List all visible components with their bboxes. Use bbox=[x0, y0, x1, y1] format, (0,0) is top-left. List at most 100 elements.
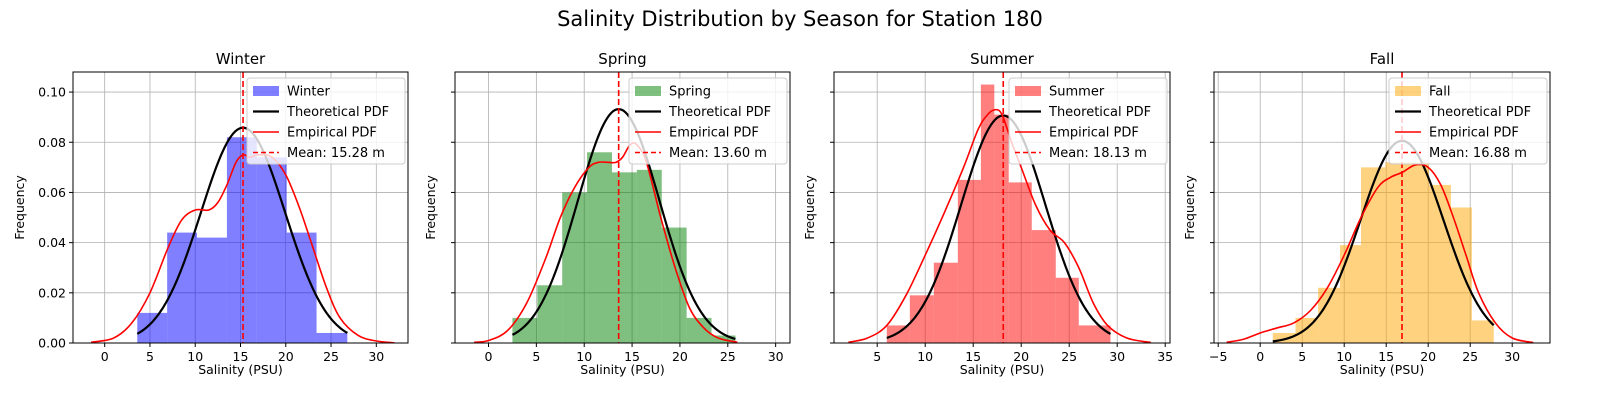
histogram-bar bbox=[636, 169, 662, 343]
x-axis-label: Salinity (PSU) bbox=[198, 362, 283, 377]
axes-frame bbox=[833, 71, 1171, 344]
legend-label: Mean: 13.60 m bbox=[669, 146, 767, 161]
legend-label: Mean: 18.13 m bbox=[1049, 146, 1147, 161]
x-tick-label: 5 bbox=[873, 349, 881, 364]
plot-area bbox=[474, 72, 738, 343]
histogram-bar bbox=[1450, 207, 1472, 343]
legend-label: Theoretical PDF bbox=[1048, 105, 1151, 120]
x-tick-label: 15 bbox=[1378, 349, 1394, 364]
x-tick-label: 25 bbox=[323, 349, 339, 364]
x-tick-label: 20 bbox=[672, 349, 688, 364]
histogram-bar bbox=[1008, 182, 1032, 343]
legend-label: Empirical PDF bbox=[1049, 126, 1139, 141]
histogram-bar bbox=[1361, 167, 1386, 343]
legend-label: Theoretical PDF bbox=[286, 105, 389, 120]
x-tick-label: 25 bbox=[1061, 349, 1077, 364]
legend: Spring Theoretical PDF Empirical PDF Mean: … bbox=[628, 77, 788, 165]
plot-area bbox=[1226, 72, 1534, 343]
y-tick-label: 0.08 bbox=[38, 135, 66, 150]
x-tick-label: 20 bbox=[1420, 349, 1436, 364]
legend-label: Winter bbox=[287, 85, 331, 100]
legend-box bbox=[246, 77, 406, 165]
x-tick-label: 10 bbox=[576, 349, 592, 364]
histogram-bar bbox=[1272, 332, 1296, 343]
legend-label: Empirical PDF bbox=[1429, 126, 1519, 141]
x-tick-label: −5 bbox=[1209, 349, 1227, 364]
legend-label: Mean: 15.28 m bbox=[287, 146, 385, 161]
x-tick-label: 15 bbox=[624, 349, 640, 364]
empirical-pdf-line bbox=[1226, 163, 1534, 343]
histogram-bar bbox=[167, 232, 198, 343]
axes-frame bbox=[454, 71, 791, 344]
x-tick-label: 0 bbox=[485, 349, 493, 364]
y-axis-label: Frequency bbox=[1182, 175, 1197, 240]
subplot-summer: 5 10 15 20 25 30 35 Summer Salinity (PSU) Frequen… bbox=[802, 50, 1173, 377]
empirical-pdf-line bbox=[474, 142, 738, 343]
histogram-bar bbox=[512, 317, 538, 343]
x-tick-label: 25 bbox=[720, 349, 736, 364]
histogram-bar bbox=[661, 227, 687, 343]
y-tick-label: 0.02 bbox=[38, 285, 66, 300]
histogram-bar bbox=[316, 332, 348, 343]
x-tick-label: 10 bbox=[917, 349, 933, 364]
histogram-bar bbox=[256, 157, 287, 343]
histogram-bar bbox=[1407, 162, 1430, 343]
x-tick-label: 25 bbox=[1462, 349, 1478, 364]
histogram-bar bbox=[994, 114, 1009, 343]
theoretical-pdf-line bbox=[886, 114, 1112, 339]
subplot-title: Summer bbox=[970, 50, 1034, 68]
histogram-bar bbox=[886, 325, 910, 343]
axes-frame bbox=[1213, 71, 1551, 344]
x-tick-label: 10 bbox=[1336, 349, 1352, 364]
x-tick-label: 30 bbox=[1504, 349, 1520, 364]
legend-swatch-histogram bbox=[253, 86, 279, 96]
legend-box bbox=[628, 77, 788, 165]
legend-label: Spring bbox=[669, 85, 711, 100]
legend-label: Summer bbox=[1049, 85, 1105, 100]
legend-swatch-histogram bbox=[1395, 86, 1421, 96]
y-axis-label: Frequency bbox=[12, 175, 27, 240]
x-tick-label: 5 bbox=[146, 349, 154, 364]
histogram-bar bbox=[611, 172, 637, 343]
subplot-title: Spring bbox=[598, 50, 646, 68]
legend-label: Theoretical PDF bbox=[1428, 105, 1531, 120]
plot-area bbox=[848, 72, 1151, 343]
legend: Winter Theoretical PDF Empirical PDF Mean: … bbox=[246, 77, 406, 165]
x-tick-label: 30 bbox=[368, 349, 384, 364]
histogram-bar bbox=[1055, 277, 1079, 343]
x-tick-label: 0 bbox=[101, 349, 109, 364]
legend-swatch-histogram bbox=[635, 86, 661, 96]
legend-label: Empirical PDF bbox=[287, 126, 377, 141]
y-tick-label: 0.04 bbox=[38, 235, 66, 250]
theoretical-pdf-line bbox=[1272, 139, 1495, 343]
x-tick-label: 10 bbox=[187, 349, 203, 364]
y-tick-label: 0.06 bbox=[38, 185, 66, 200]
y-tick-label: 0.00 bbox=[38, 336, 66, 351]
histogram-bar bbox=[1471, 320, 1494, 343]
histogram-bar bbox=[537, 285, 563, 343]
legend: Summer Theoretical PDF Empirical PDF Mean: … bbox=[1008, 77, 1168, 165]
plot-area bbox=[90, 72, 395, 343]
legend-box bbox=[1008, 77, 1168, 165]
empirical-pdf-line bbox=[848, 108, 1151, 343]
histogram-bar bbox=[1078, 325, 1111, 343]
x-tick-label: 0 bbox=[1256, 349, 1264, 364]
x-tick-label: 5 bbox=[1298, 349, 1306, 364]
histogram-bar bbox=[226, 137, 257, 343]
x-tick-label: 30 bbox=[768, 349, 784, 364]
histogram-bar bbox=[137, 312, 168, 343]
legend-label: Theoretical PDF bbox=[668, 105, 771, 120]
histogram-bar bbox=[197, 237, 227, 343]
x-tick-label: 20 bbox=[278, 349, 294, 364]
histogram-bar bbox=[587, 152, 612, 343]
legend-label: Fall bbox=[1429, 85, 1450, 100]
x-tick-label: 5 bbox=[532, 349, 540, 364]
subplot-title: Winter bbox=[216, 50, 266, 68]
y-axis-label: Frequency bbox=[802, 175, 817, 240]
histogram-bar bbox=[957, 179, 981, 343]
histogram-bar bbox=[1031, 230, 1056, 343]
x-axis-label: Salinity (PSU) bbox=[580, 362, 665, 377]
histogram-bar bbox=[980, 84, 995, 343]
subplot-winter: 0 5 10 15 20 25 30 0.00 0.02 0.04 0.06 0.08 0.10 Wint… bbox=[12, 50, 409, 377]
